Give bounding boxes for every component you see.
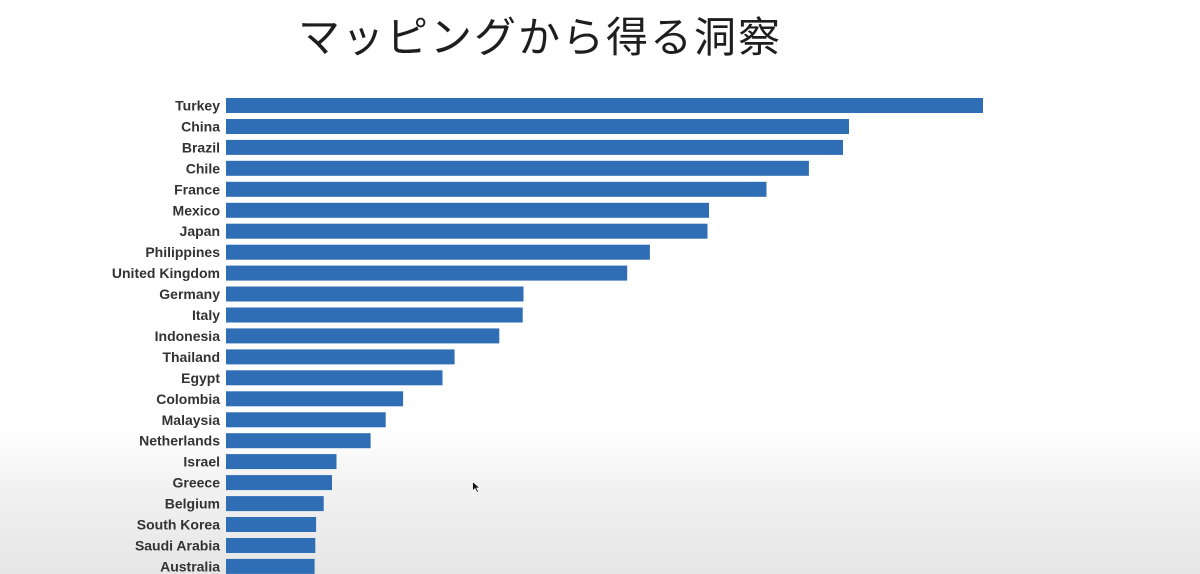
bar-indonesia	[226, 328, 500, 344]
bar-malaysia	[226, 412, 386, 428]
bar-italy	[226, 307, 523, 323]
category-label-colombia: Colombia	[156, 391, 220, 407]
category-label-indonesia: Indonesia	[155, 328, 221, 344]
bar-colombia	[226, 391, 404, 407]
category-label-chile: Chile	[186, 160, 220, 176]
bar-chile	[226, 160, 809, 176]
bars-group	[226, 98, 983, 574]
bar-saudi-arabia	[226, 538, 316, 553]
bar-france	[226, 181, 767, 197]
bar-united-kingdom	[226, 265, 628, 281]
bar-china	[226, 119, 849, 134]
category-label-israel: Israel	[183, 454, 220, 470]
category-label-greece: Greece	[173, 475, 221, 491]
bar-israel	[226, 454, 337, 470]
category-label-germany: Germany	[159, 286, 220, 302]
category-label-egypt: Egypt	[181, 370, 220, 386]
bar-thailand	[226, 349, 455, 365]
mouse-cursor-icon	[472, 481, 481, 493]
bar-philippines	[226, 244, 650, 260]
category-label-united-kingdom: United Kingdom	[112, 265, 220, 281]
category-label-saudi-arabia: Saudi Arabia	[135, 538, 220, 554]
bar-south-korea	[226, 517, 317, 532]
bar-japan	[226, 223, 708, 239]
category-label-china: China	[181, 118, 220, 134]
bar-germany	[226, 286, 524, 302]
category-label-belgium: Belgium	[165, 496, 220, 512]
category-label-south-korea: South Korea	[137, 517, 220, 533]
category-label-turkey: Turkey	[175, 98, 220, 114]
bar-belgium	[226, 496, 324, 512]
category-label-thailand: Thailand	[162, 349, 220, 365]
category-labels-group: Turkey China Brazil Chile France Mexico Japan P…	[112, 98, 220, 574]
category-label-netherlands: Netherlands	[139, 433, 220, 449]
category-label-australia: Australia	[160, 558, 220, 574]
bar-greece	[226, 475, 332, 491]
bar-mexico	[226, 202, 709, 218]
category-label-brazil: Brazil	[182, 139, 220, 155]
bar-turkey	[226, 98, 983, 113]
bar-egypt	[226, 370, 443, 386]
category-label-italy: Italy	[192, 307, 220, 323]
chart-title: マッピングから得る洞察	[297, 13, 782, 62]
category-label-mexico: Mexico	[173, 202, 220, 218]
category-label-japan: Japan	[180, 223, 220, 239]
bar-brazil	[226, 139, 843, 155]
bar-netherlands	[226, 433, 371, 449]
category-label-philippines: Philippines	[145, 244, 220, 260]
bar-australia	[226, 558, 315, 574]
category-label-malaysia: Malaysia	[162, 412, 221, 428]
category-label-france: France	[174, 181, 220, 197]
